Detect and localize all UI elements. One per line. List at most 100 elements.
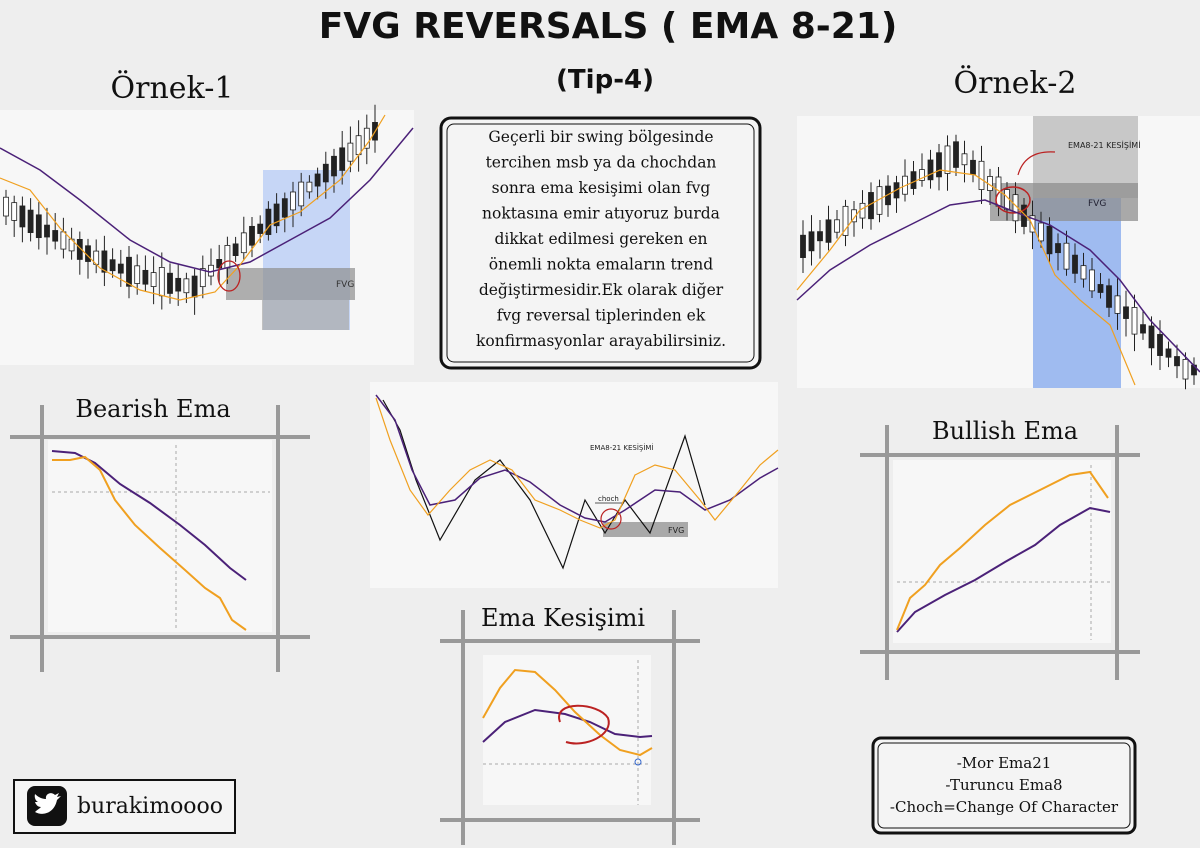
candle-body bbox=[27, 209, 34, 233]
candle-body bbox=[1140, 324, 1146, 334]
candle-body bbox=[1148, 325, 1155, 349]
candle-body bbox=[1080, 265, 1087, 280]
candle-body bbox=[1055, 243, 1061, 254]
panel bbox=[483, 655, 651, 805]
candle-body bbox=[11, 202, 18, 221]
candle-body bbox=[825, 219, 832, 243]
legend-line: -Choch=Change Of Character bbox=[890, 798, 1119, 816]
description-line: noktasına emir atıyoruz burda bbox=[482, 205, 720, 223]
highlight-circle bbox=[217, 260, 241, 292]
highlight-circle bbox=[995, 186, 1031, 214]
description-line: sonra ema kesişimi olan fvg bbox=[492, 179, 711, 197]
description-line: Geçerli bir swing bölgesinde bbox=[488, 128, 713, 146]
description-line: tercihen msb ya da chochdan bbox=[486, 154, 717, 172]
description-line: değiştirmesidir.Ek olarak diğer bbox=[479, 281, 724, 299]
bearish-diagram bbox=[10, 405, 310, 672]
candle-body bbox=[158, 267, 165, 297]
candle-body bbox=[347, 142, 354, 162]
candle-body bbox=[281, 198, 288, 218]
candle-body bbox=[1063, 242, 1070, 270]
candle-body bbox=[240, 232, 247, 254]
annotation: EMA8-21 KESİŞİMİ bbox=[590, 443, 654, 452]
candle-body bbox=[834, 219, 840, 233]
candle-body bbox=[142, 269, 149, 285]
fvg-label: FVG bbox=[668, 526, 684, 535]
description-box bbox=[439, 116, 762, 370]
candle-body bbox=[339, 147, 346, 171]
candle-body bbox=[183, 278, 190, 294]
candle-body bbox=[134, 265, 141, 284]
ema8-line bbox=[52, 455, 247, 631]
candle-body bbox=[944, 145, 951, 174]
marker bbox=[634, 758, 642, 766]
candle-body bbox=[1089, 269, 1095, 292]
candle-body bbox=[1097, 284, 1104, 293]
candle-body bbox=[265, 208, 272, 235]
ema8-line bbox=[482, 668, 653, 757]
fvg-label: FVG bbox=[1088, 199, 1106, 209]
candle-body bbox=[1046, 225, 1053, 255]
ema21-line bbox=[896, 506, 1111, 633]
candle-body bbox=[331, 155, 337, 177]
candle-body bbox=[306, 181, 313, 193]
candle-body bbox=[1106, 285, 1112, 308]
candle-body bbox=[109, 259, 116, 272]
candle-body bbox=[919, 169, 925, 181]
swing-diagram: FVG EMA8-21 KESİŞİMİ choch bbox=[370, 382, 779, 588]
candle-body bbox=[199, 268, 206, 288]
candle-body bbox=[927, 159, 934, 181]
candle-body bbox=[3, 196, 9, 217]
example-title: Örnek-2 bbox=[954, 65, 1077, 101]
candle-body bbox=[1157, 334, 1163, 356]
candle-body bbox=[76, 238, 83, 260]
candle-body bbox=[910, 171, 917, 189]
candle-body bbox=[1131, 307, 1138, 335]
candle-body bbox=[224, 245, 231, 269]
candle-body bbox=[1038, 222, 1044, 242]
description: Geçerli bir swing bölgesinde tercihen msb… bbox=[476, 128, 726, 350]
panel bbox=[893, 460, 1111, 643]
choch-label: choch bbox=[598, 495, 619, 503]
candle-body bbox=[1123, 306, 1129, 319]
candle-body bbox=[60, 231, 67, 250]
price-swing bbox=[382, 399, 706, 570]
candle-body bbox=[1165, 348, 1172, 358]
candle-body bbox=[175, 277, 182, 292]
example-title: Örnek-1 bbox=[111, 70, 234, 106]
ema8-line bbox=[375, 397, 779, 529]
candle-body bbox=[322, 163, 329, 183]
diagram-title: Bearish Ema bbox=[75, 395, 230, 423]
diagram-title: Bullish Ema bbox=[932, 417, 1078, 445]
candle-body bbox=[101, 250, 108, 273]
description-line: fvg reversal tiplerinden ek bbox=[497, 307, 706, 325]
candle-body bbox=[167, 272, 173, 294]
example-chart: FVG bbox=[0, 104, 414, 365]
candle-body bbox=[978, 160, 985, 190]
annotation: EMA8-21 KESİŞİMİ bbox=[1068, 140, 1141, 150]
legend-border bbox=[877, 742, 1131, 829]
panel bbox=[48, 440, 272, 632]
ema21-line bbox=[796, 199, 1200, 373]
candle-body bbox=[298, 181, 305, 207]
panel bbox=[370, 382, 778, 588]
arrow bbox=[1017, 151, 1056, 176]
candle-body bbox=[1114, 295, 1121, 314]
highlight-circle bbox=[600, 508, 622, 530]
ema21-line bbox=[482, 708, 653, 743]
candle-body bbox=[851, 209, 857, 223]
ema21-line bbox=[51, 450, 247, 581]
candle-body bbox=[1004, 189, 1010, 211]
candle-body bbox=[19, 205, 26, 228]
ema8-line bbox=[796, 169, 1136, 386]
candle-body bbox=[117, 263, 124, 274]
social-handle[interactable]: burakimoooo bbox=[77, 794, 223, 819]
candle-body bbox=[314, 173, 321, 187]
legend-line: -Mor Ema21 bbox=[957, 754, 1052, 772]
candle-body bbox=[363, 127, 370, 149]
candle-body bbox=[1072, 254, 1078, 274]
candle-body bbox=[808, 231, 815, 252]
fvg-label: FVG bbox=[336, 280, 354, 290]
legend-box bbox=[871, 736, 1137, 835]
